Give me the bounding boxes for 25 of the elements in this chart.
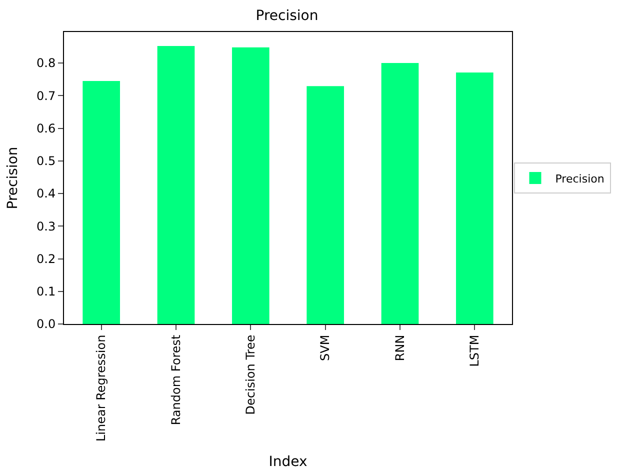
y-axis-title: Precision — [5, 146, 22, 210]
y-tick-label: 0.3 — [36, 219, 56, 234]
y-tick-label: 0.7 — [36, 88, 56, 103]
y-tick-label: 0.2 — [36, 252, 56, 266]
bar — [456, 72, 494, 324]
x-tick-label: RNN — [392, 334, 407, 362]
y-tick-label: 0.5 — [36, 154, 56, 168]
y-tick-label: 0.0 — [36, 317, 56, 332]
bar — [157, 46, 195, 324]
y-tick-label: 0.8 — [36, 56, 56, 70]
x-tick-label: Random Forest — [168, 334, 183, 426]
y-tick-label: 0.1 — [36, 284, 56, 299]
x-tick-label: LSTM — [468, 334, 482, 367]
x-tick-label: SVM — [318, 334, 332, 361]
bar — [232, 47, 270, 324]
chart-title: Precision — [256, 8, 318, 24]
bar — [381, 62, 419, 324]
x-tick-label: Linear Regression — [94, 334, 108, 442]
x-axis-title: Index — [268, 454, 308, 470]
bar — [306, 86, 344, 324]
y-tick-label: 0.6 — [36, 121, 56, 136]
legend-label: Precision — [555, 172, 604, 186]
y-tick-label: 0.4 — [36, 186, 56, 201]
x-tick-label: Decision Tree — [244, 334, 258, 415]
bar — [82, 80, 120, 324]
